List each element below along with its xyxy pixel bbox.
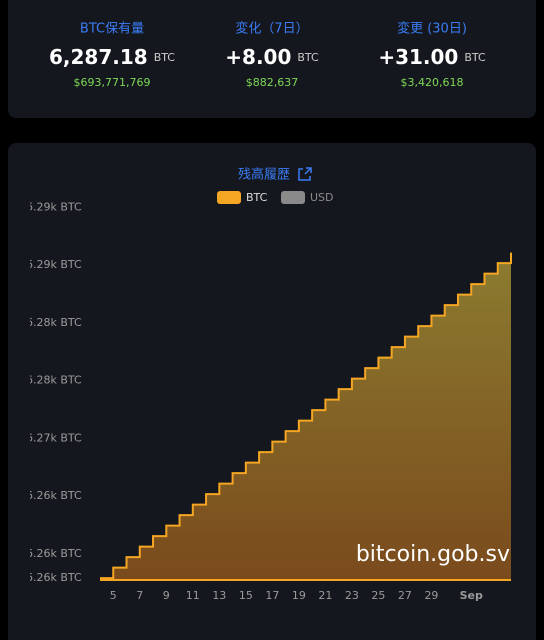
line bbox=[100, 252, 512, 580]
stat-value: 6,287.18 BTC bbox=[49, 45, 175, 69]
stat-number: 6,287.18 bbox=[49, 45, 148, 69]
x-tick-label: 19 bbox=[292, 589, 306, 602]
stat-unit: BTC bbox=[154, 51, 176, 64]
y-tick-label: 6.27k BTC bbox=[26, 431, 82, 444]
stats-card bbox=[8, 0, 536, 118]
x-tick-label: 5 bbox=[110, 589, 117, 602]
legend-swatch bbox=[217, 191, 241, 204]
x-tick-label: 13 bbox=[212, 589, 226, 602]
x-tick-label: 7 bbox=[136, 589, 143, 602]
stat-usd: $882,637 bbox=[246, 76, 299, 89]
y-tick-label: 6.26k BTC bbox=[26, 571, 82, 584]
x-tick-label: 15 bbox=[239, 589, 253, 602]
area bbox=[100, 252, 511, 581]
stat-number: +31.00 bbox=[378, 45, 458, 69]
chart-title: 残高履歴 bbox=[238, 167, 290, 183]
y-tick-label: 6.26k BTC bbox=[26, 547, 82, 560]
x-tick-label: 11 bbox=[186, 589, 200, 602]
x-tick-label: 17 bbox=[265, 589, 279, 602]
x-tick-label: Sep bbox=[460, 589, 483, 602]
stat-value: +31.00 BTC bbox=[378, 45, 486, 69]
y-tick-label: 6.29k BTC bbox=[26, 200, 82, 213]
x-tick-label: 25 bbox=[371, 589, 385, 602]
external-link-icon[interactable] bbox=[298, 167, 312, 181]
stat-label: 変更 (30日) bbox=[397, 21, 467, 37]
y-tick-label: 6.28k BTC bbox=[26, 316, 82, 329]
legend-label: BTC bbox=[246, 191, 268, 204]
stat-unit: BTC bbox=[464, 51, 486, 64]
stat-usd: $693,771,769 bbox=[74, 76, 151, 89]
stat-number: +8.00 bbox=[225, 45, 291, 69]
x-tick-label: 9 bbox=[163, 589, 170, 602]
x-tick-label: 29 bbox=[424, 589, 438, 602]
x-tick-label: 27 bbox=[398, 589, 412, 602]
y-tick-label: 6.29k BTC bbox=[26, 258, 82, 271]
y-tick-label: 6.28k BTC bbox=[26, 374, 82, 387]
x-tick-label: 23 bbox=[345, 589, 359, 602]
stat-label: BTC保有量 bbox=[80, 22, 144, 37]
stat-value: +8.00 BTC bbox=[225, 45, 319, 69]
x-tick-label: 21 bbox=[318, 589, 332, 602]
stat-unit: BTC bbox=[297, 51, 319, 64]
stat-usd: $3,420,618 bbox=[401, 76, 464, 89]
legend-label: USD bbox=[310, 191, 334, 204]
stat-label: 変化（7日） bbox=[235, 21, 308, 37]
legend-swatch bbox=[281, 191, 305, 204]
y-tick-label: 6.26k BTC bbox=[26, 489, 82, 502]
watermark: bitcoin.gob.sv bbox=[356, 542, 510, 567]
